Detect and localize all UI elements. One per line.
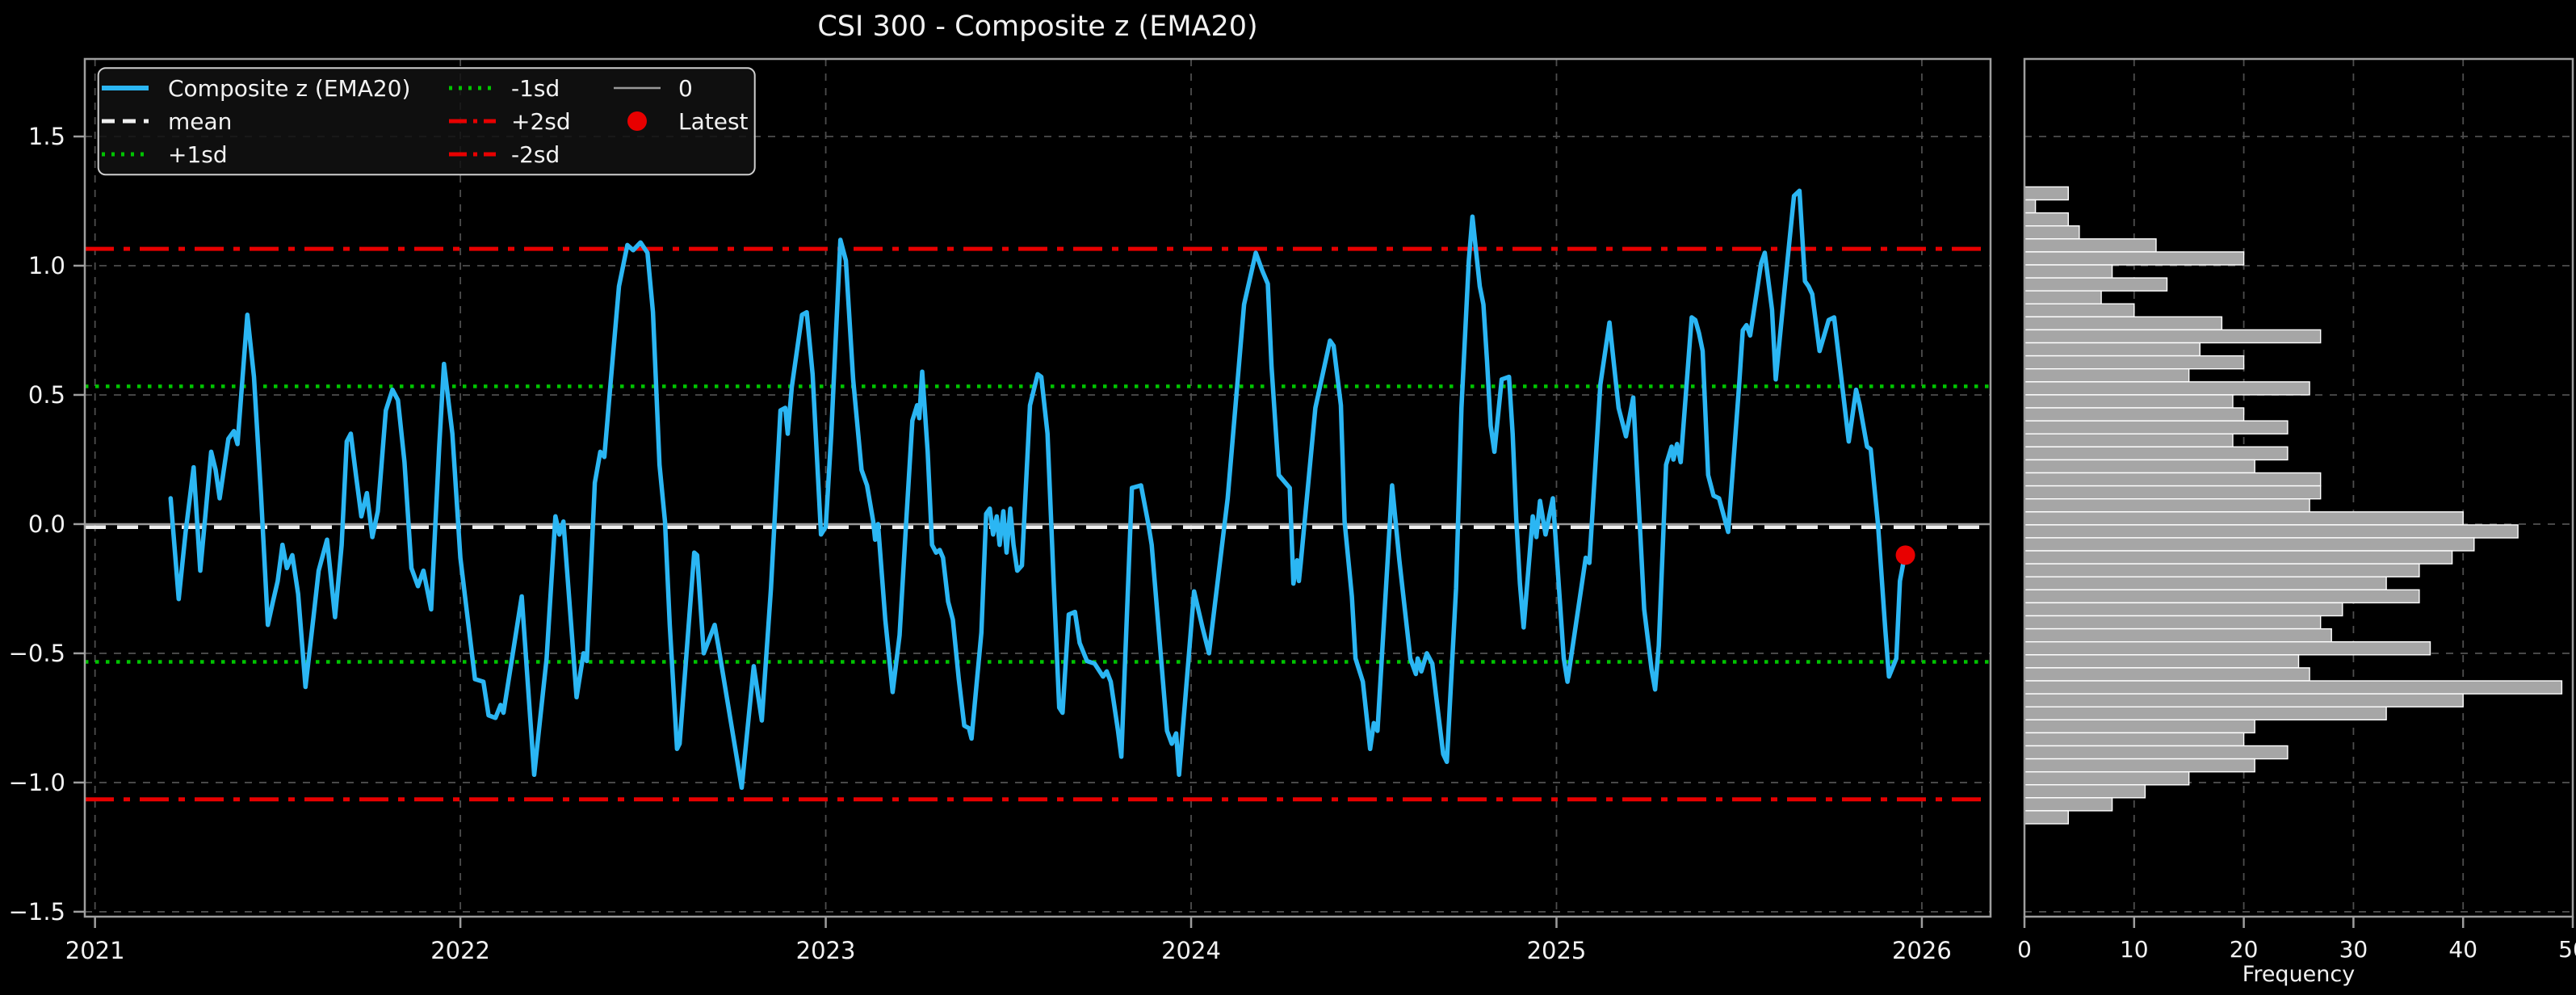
histogram-bar: [2024, 667, 2310, 682]
legend-label: Latest: [678, 108, 749, 135]
histogram-bar: [2024, 251, 2245, 266]
x-tick-label: 2021: [65, 937, 125, 964]
histogram-bar: [2024, 810, 2069, 825]
histogram-bar: [2024, 472, 2322, 487]
histogram-bar: [2024, 420, 2289, 435]
main-plot: 2021 2022 2023 2024 2025 2026 1.5 1.0 0.5 0.0 −0.5…: [9, 10, 1992, 964]
legend-label: +1sd: [168, 141, 228, 168]
legend-label: -2sd: [511, 141, 560, 168]
histogram-bar: [2024, 576, 2387, 591]
histogram-bar: [2024, 433, 2234, 448]
histogram-bar: [2024, 732, 2245, 747]
reference-lines: [85, 246, 1991, 802]
y-tick-label: −1.0: [9, 769, 65, 796]
histogram-bar: [2024, 355, 2245, 370]
histogram-bar: [2024, 615, 2322, 630]
histogram-bar: [2024, 706, 2387, 721]
legend-label: -1sd: [511, 75, 560, 102]
legend-label: mean: [168, 108, 232, 135]
histogram-bar: [2024, 368, 2190, 383]
main-spines: [83, 57, 1992, 918]
histogram-bar: [2024, 654, 2300, 669]
histogram-bar: [2024, 199, 2037, 214]
histogram-bar: [2024, 641, 2431, 656]
histogram-xlabel: Frequency: [2242, 962, 2356, 987]
histogram-bar: [2024, 407, 2245, 422]
legend-label: +2sd: [511, 108, 571, 135]
histogram-bar: [2024, 511, 2464, 526]
histogram-bar: [2024, 277, 2168, 292]
main-gridlines: [85, 59, 1991, 917]
legend-label: Composite z (EMA20): [168, 75, 410, 102]
histogram-bar: [2024, 797, 2113, 812]
y-tick-label: 1.5: [28, 123, 65, 150]
histogram-bar: [2024, 264, 2113, 279]
histogram-bar: [2024, 329, 2322, 344]
histogram-bar: [2024, 693, 2464, 707]
x-tick-label: 2025: [1527, 937, 1587, 964]
histogram-bar: [2024, 563, 2420, 577]
histogram-bar: [2024, 589, 2420, 604]
histogram-bar: [2024, 225, 2080, 240]
composite-z-line: [168, 188, 1907, 791]
histogram-bar: [2024, 381, 2310, 396]
histogram-bar: [2024, 446, 2289, 461]
x-tick-label: 2024: [1161, 937, 1221, 964]
x-tick-label: 2023: [796, 937, 856, 964]
x-tick-label: 0: [2017, 936, 2032, 963]
legend-box: [97, 67, 756, 176]
legend: Composite z (EMA20) mean +1sd -1sd +2sd -2sd 0…: [97, 67, 756, 176]
histogram-bar: [2024, 316, 2223, 331]
chart-title: CSI 300 - Composite z (EMA20): [817, 10, 1257, 43]
histogram-bar: [2024, 628, 2332, 643]
histogram-bar: [2024, 524, 2519, 539]
legend-label: 0: [678, 75, 693, 102]
histogram-bar: [2024, 290, 2102, 304]
x-tick-label: 2026: [1892, 937, 1952, 964]
x-tick-label: 2022: [430, 937, 490, 964]
histogram-bar: [2024, 680, 2563, 695]
histogram-bar: [2024, 602, 2343, 617]
y-tick-label: −0.5: [9, 640, 65, 667]
main-axes: 2021 2022 2023 2024 2025 2026 1.5 1.0 0.5 0.0 −0.5…: [9, 57, 1992, 964]
histogram-bar: [2024, 485, 2322, 500]
histogram-bar: [2024, 342, 2201, 357]
histogram-bar: [2024, 719, 2255, 734]
x-tick-label: 30: [2339, 936, 2368, 963]
y-tick-label: −1.5: [9, 898, 65, 926]
y-tick-label: 0.5: [28, 381, 65, 409]
y-tick-label: 1.0: [28, 252, 65, 279]
histogram-bar: [2024, 745, 2289, 760]
histogram-bar: [2024, 771, 2190, 786]
histogram-spines: [2023, 57, 2574, 918]
histogram-bar: [2024, 758, 2255, 773]
histogram-bar: [2024, 186, 2069, 201]
histogram-bar: [2024, 537, 2475, 552]
histogram-axes: 0 10 20 30 40 50: [2017, 57, 2576, 963]
histogram-plot: 0 10 20 30 40 50 Frequency: [2017, 57, 2576, 987]
histogram-bar: [2024, 212, 2069, 227]
y-tick-label: 0.0: [28, 510, 65, 538]
legend-swatch-marker: [627, 111, 647, 131]
histogram-bar: [2024, 459, 2255, 474]
histogram-bar: [2024, 498, 2310, 513]
x-tick-label: 10: [2120, 936, 2149, 963]
x-tick-label: 20: [2230, 936, 2259, 963]
histogram-bar: [2024, 238, 2157, 253]
latest-marker: [1895, 545, 1915, 565]
x-tick-label: 50: [2558, 936, 2576, 963]
histogram-bar: [2024, 394, 2234, 409]
x-tick-label: 40: [2448, 936, 2477, 963]
histogram-bar: [2024, 303, 2135, 318]
histogram-bar: [2024, 550, 2453, 565]
histogram-bar: [2024, 784, 2146, 799]
